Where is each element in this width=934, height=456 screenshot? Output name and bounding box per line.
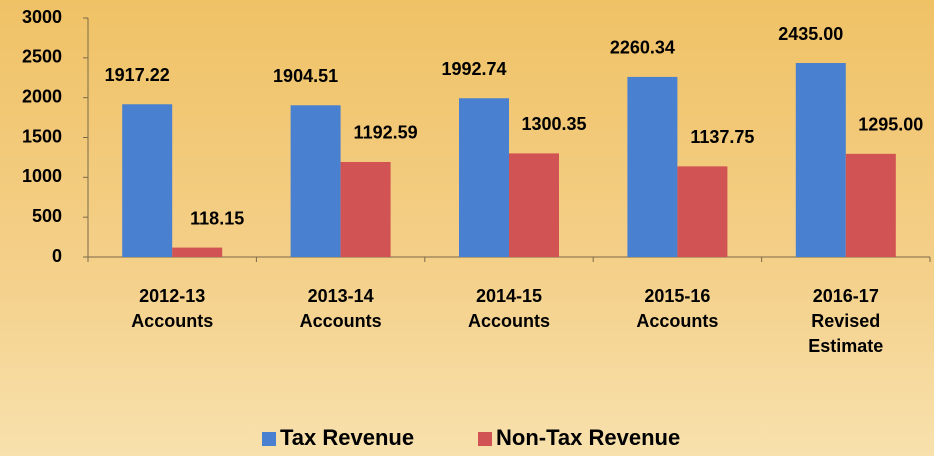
bar xyxy=(172,247,223,257)
legend-swatch xyxy=(478,432,492,446)
x-tick-label-line: Accounts xyxy=(131,311,213,331)
bar xyxy=(122,104,173,257)
bar xyxy=(509,153,559,257)
x-tick-label: 2014-15 Accounts xyxy=(468,286,550,331)
bar xyxy=(290,105,341,257)
value-label: 1300.35 xyxy=(521,114,586,134)
value-label: 1295.00 xyxy=(858,115,923,135)
legend-label: Non-Tax Revenue xyxy=(496,425,680,450)
y-tick-label: 500 xyxy=(32,206,62,226)
bar xyxy=(459,98,509,257)
bar xyxy=(340,161,391,257)
value-label: 1992.74 xyxy=(441,59,506,79)
value-label: 1137.75 xyxy=(690,127,754,147)
bar xyxy=(627,76,678,258)
bar xyxy=(677,166,728,257)
value-label: 1192.59 xyxy=(354,123,418,143)
x-tick-label: 2012-13 Accounts xyxy=(131,286,213,331)
y-tick-label: 2000 xyxy=(22,86,62,106)
x-tick-label-line: 2015-16 xyxy=(644,286,710,306)
x-tick-label: 2015-16 Accounts xyxy=(636,286,718,331)
x-tick-label: 2016-17 Revised Estimate xyxy=(808,286,883,356)
x-tick-label: 2013-14 Accounts xyxy=(300,286,382,331)
x-tick-label-line: Accounts xyxy=(636,311,718,331)
x-tick-label-line: Accounts xyxy=(300,311,382,331)
value-label: 1904.51 xyxy=(273,66,338,86)
value-label: 118.15 xyxy=(190,208,244,228)
y-tick-label: 1500 xyxy=(22,126,62,146)
value-label: 1917.22 xyxy=(105,65,170,85)
x-tick-label-line: Accounts xyxy=(468,311,550,331)
x-tick-label-line: 2014-15 xyxy=(476,286,542,306)
x-tick-label-line: 2012-13 xyxy=(139,286,205,306)
x-tick-label-line: 2016-17 xyxy=(813,286,879,306)
legend-label: Tax Revenue xyxy=(280,425,414,450)
bar xyxy=(845,153,896,257)
y-tick-label: 0 xyxy=(52,246,62,266)
x-tick-label-line: 2013-14 xyxy=(308,286,374,306)
value-label: 2260.34 xyxy=(610,38,675,58)
legend-swatch xyxy=(262,432,276,446)
y-tick-label: 1000 xyxy=(22,166,62,186)
value-label: 2435.00 xyxy=(778,24,843,44)
x-tick-label-line: Revised xyxy=(811,311,880,331)
x-tick-label-line: Estimate xyxy=(808,336,883,356)
bar xyxy=(795,63,846,258)
y-tick-label: 3000 xyxy=(22,7,62,27)
y-tick-label: 2500 xyxy=(22,47,62,67)
